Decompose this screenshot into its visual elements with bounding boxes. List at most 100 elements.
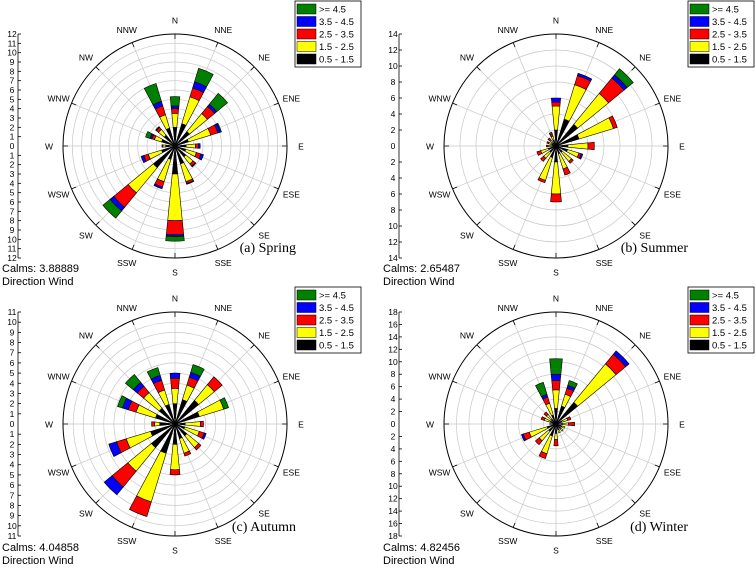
direction-tick [452, 102, 458, 106]
direction-tick [452, 464, 458, 468]
radial-tick-label: 8 [10, 500, 15, 510]
direction-label-ene: ENE [283, 371, 301, 381]
direction-label-nw: NW [460, 330, 474, 340]
direction-label-wnw: WNW [47, 93, 69, 103]
legend-swatch [296, 16, 317, 27]
wedge-ne [573, 363, 617, 407]
wedge-w [546, 144, 549, 148]
radial-tick-label: 8 [391, 469, 396, 479]
radial-tick-label: 1 [10, 429, 15, 439]
radial-tick-label: 7 [10, 348, 15, 358]
legend-swatch [296, 3, 317, 15]
direction-tick [250, 499, 255, 504]
radial-tick-label: 6 [391, 189, 396, 199]
radial-tick-label: 6 [10, 480, 15, 490]
wedge-s [166, 219, 184, 235]
wedge-nne [190, 364, 205, 377]
radial-tick-label: 6 [10, 358, 15, 368]
radial-tick-label: 2 [10, 160, 15, 170]
direction-tick [71, 464, 77, 468]
radial-tick-label: 14 [388, 29, 398, 39]
direction-label-w: W [45, 420, 53, 430]
direction-tick [131, 320, 135, 326]
wedge-wsw [108, 441, 122, 458]
radial-tick-label: 4 [391, 173, 396, 183]
radial-tick-label: 2 [10, 122, 15, 132]
direction-label-sw: SW [460, 231, 474, 241]
wedge-n [170, 105, 180, 110]
wedge-sw [127, 163, 158, 194]
direction-tick [596, 320, 600, 326]
panel-caption: (b) Summer [621, 241, 689, 256]
wind-rose-panel-2: N NNE NE ENE E ESE SE SSE S SSW SW WSW W WNW NW NNW 0 2 2 4… [383, 0, 755, 288]
wedge-wnw [540, 416, 546, 421]
direction-tick [596, 522, 600, 528]
radial-tick-label: 2 [391, 407, 396, 417]
direction-tick [512, 42, 516, 48]
direction-label-wnw: WNW [428, 93, 450, 103]
direction-tick [273, 380, 279, 384]
radial-tick-label: 6 [10, 197, 15, 207]
wedge-nne [194, 67, 214, 88]
radial-tick-label: 12 [388, 344, 398, 354]
direction-tick [131, 522, 135, 528]
legend-label: >= 4.5 [319, 291, 346, 302]
direction-label-se: SE [639, 231, 651, 241]
direction-label-nw: NW [79, 52, 93, 62]
wedge-e [195, 143, 199, 149]
panel-caption: (c) Autumn [232, 520, 296, 535]
radial-tick-label: 0 [391, 419, 396, 429]
direction-label-ne: NE [258, 52, 270, 62]
direction-label-ssw: SSW [117, 258, 136, 268]
direction-tick [95, 499, 100, 504]
wedge-w [151, 421, 156, 427]
wedge-nnw [146, 367, 161, 380]
radial-tick-label: 8 [391, 369, 396, 379]
wedge-sw [102, 198, 123, 219]
direction-tick [654, 186, 660, 190]
wedge-ne [206, 376, 223, 393]
radial-tick-label: 10 [7, 317, 17, 327]
spoke-line [555, 423, 600, 528]
direction-tick [250, 221, 255, 226]
wedge-w [549, 423, 554, 425]
wedge-ene [219, 397, 229, 410]
radial-tick-label: 14 [388, 506, 398, 516]
radial-tick-label: 14 [388, 253, 398, 263]
radial-tick-label: 12 [388, 237, 398, 247]
wedge-n [171, 388, 179, 405]
legend: >= 4.53.5 - 4.5 2.5 - 3.51.5 - 2.5 0.5 - 1… [687, 286, 755, 354]
radial-tick-label: 8 [391, 205, 396, 215]
wedge-nne [567, 380, 578, 389]
wedge-ssw [153, 183, 163, 190]
wedge-e [587, 141, 595, 151]
direction-label-se: SE [258, 231, 270, 241]
legend-swatch [689, 3, 710, 15]
legend-swatch [296, 314, 317, 326]
direction-tick [631, 66, 636, 71]
legend-label: 1.5 - 2.5 [712, 42, 747, 53]
wedge-ese [561, 425, 566, 429]
wedge-sse [557, 429, 561, 434]
direction-label-wnw: WNW [428, 371, 450, 381]
spoke-line [555, 423, 636, 504]
radial-tick-label: 1 [10, 150, 15, 160]
calms-label: Calms: 2.65487 [383, 263, 460, 275]
direction-label-nnw: NNW [498, 25, 518, 35]
legend-swatch [689, 339, 710, 351]
direction-tick [596, 244, 600, 250]
radial-tick-label: 16 [388, 519, 398, 529]
wedge-nw [543, 411, 549, 417]
wedge-s [554, 432, 558, 440]
radial-tick-label: 12 [388, 494, 398, 504]
wedge-n [550, 373, 562, 381]
radial-tick-label: 10 [7, 234, 17, 244]
direction-label-ene: ENE [664, 93, 682, 103]
direction-label-sse: SSE [596, 536, 613, 546]
wedge-e [197, 143, 201, 149]
wedge-wnw [145, 131, 153, 139]
wind-rose-panel-4: N NNE NE ENE E ESE SE SSE S SSW SW WSW W WNW NW NNW 0 2 2 4… [383, 286, 755, 567]
wedge-ese [201, 432, 207, 440]
radial-tick-label: 7 [10, 76, 15, 86]
wedge-nnw [535, 381, 548, 397]
